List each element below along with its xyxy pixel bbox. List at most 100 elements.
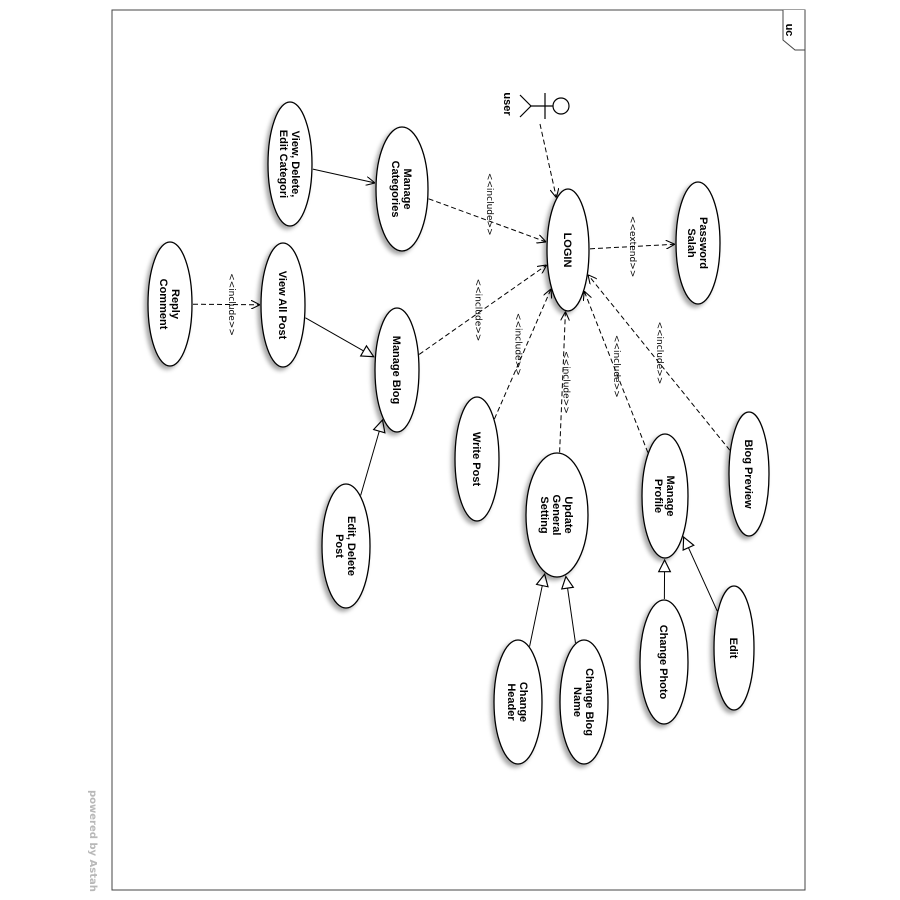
use-case-ellipse xyxy=(728,411,770,537)
use-case-label-line: Name xyxy=(571,687,583,717)
use-case-manage-categories[interactable]: ManageCategories xyxy=(375,126,429,252)
stereotype-label: <<include>> xyxy=(226,273,236,336)
use-case-label: ReplyComment xyxy=(157,279,181,330)
actor-leg-icon xyxy=(519,105,532,118)
relation-include-manage_blog-login xyxy=(418,265,546,355)
astah-watermark: powered by Astah xyxy=(87,790,98,892)
use-case-label-line: Header xyxy=(505,683,517,721)
use-case-write-post[interactable]: Write Post xyxy=(454,396,500,522)
use-case-ellipse xyxy=(641,433,689,559)
frame-tag-box xyxy=(782,10,806,51)
use-case-manage-profile[interactable]: ManageProfile xyxy=(641,433,689,559)
use-case-ellipse xyxy=(454,396,500,522)
use-case-change-header[interactable]: ChangeHeader xyxy=(493,639,543,765)
stereotype-label: <<include>> xyxy=(484,173,494,236)
stereotype-label: <<include>> xyxy=(654,321,664,384)
use-case-ellipse xyxy=(675,181,721,305)
use-case-manage-blog[interactable]: Manage Blog xyxy=(374,307,420,433)
stereotype-label: <<extend>> xyxy=(627,216,637,277)
relation-include-manage_profile-login xyxy=(585,292,649,453)
use-case-label-line: Comment xyxy=(157,279,169,330)
actor-user[interactable]: user xyxy=(501,92,570,119)
use-case-label: Edit xyxy=(727,638,739,659)
use-case-label-line: Salah xyxy=(685,228,697,258)
frame-tag: uc xyxy=(783,24,795,37)
use-case-label-line: Change Blog xyxy=(583,668,595,736)
use-case-label-line: LOGIN xyxy=(561,233,573,268)
use-case-view-delete[interactable]: View, Delete,Edit Categori xyxy=(267,101,313,227)
relation-include-blog_preview-login xyxy=(589,275,731,451)
use-case-edit[interactable]: Edit xyxy=(713,585,755,711)
use-case-label-line: Profile xyxy=(652,479,664,513)
stereotype-label: <<include>> xyxy=(513,313,523,376)
actor-head-icon xyxy=(552,97,570,115)
relation-include-reply_comment-view_all_post xyxy=(192,304,259,305)
stereotype-label: <<include>> xyxy=(473,279,483,342)
use-case-label-line: Edit, Delete xyxy=(345,516,357,576)
use-case-label: LOGIN xyxy=(561,233,573,268)
use-case-ellipse xyxy=(713,585,755,711)
use-case-label-line: View All Post xyxy=(276,271,288,340)
use-case-edit-delete-post[interactable]: Edit, DeletePost xyxy=(321,483,371,609)
nodes-layer: LOGIN PasswordSalahManageCategoriesView, … xyxy=(147,92,770,765)
use-case-change-blog-name[interactable]: Change BlogName xyxy=(559,639,609,765)
use-case-label: UpdateGeneralSetting xyxy=(538,495,574,536)
use-case-label-line: Post xyxy=(333,534,345,558)
use-case-update-general[interactable]: UpdateGeneralSetting xyxy=(525,452,589,578)
use-case-label: ManageProfile xyxy=(652,476,676,517)
relation-include-update_general-login xyxy=(559,313,566,453)
use-case-label-line: Blog Preview xyxy=(742,439,754,509)
use-case-label-line: Update xyxy=(562,496,574,533)
use-case-label: View, Delete,Edit Categori xyxy=(277,130,301,198)
relation-generalization-change_blog_name-update_general xyxy=(566,577,576,643)
use-case-ellipse xyxy=(267,101,313,227)
use-case-label-line: Categories xyxy=(389,161,401,218)
relation-association-view_delete-manage_categories xyxy=(312,168,374,183)
use-case-label-line: Setting xyxy=(538,496,550,533)
use-case-label-line: Change xyxy=(517,682,529,722)
use-case-ellipse xyxy=(559,639,609,765)
use-case-ellipse xyxy=(374,307,420,433)
relation-extend-login-password xyxy=(589,244,674,250)
relation-association-user-login xyxy=(539,123,556,197)
use-case-label-line: Reply xyxy=(169,289,181,320)
use-case-label-line: Write Post xyxy=(470,432,482,487)
use-case-ellipse xyxy=(525,452,589,578)
relation-generalization-view_all_post-manage_blog xyxy=(305,317,373,357)
use-case-label-line: Manage xyxy=(401,169,413,210)
relation-generalization-edit-manage_profile xyxy=(684,537,718,612)
use-case-label-line: Edit xyxy=(727,638,739,659)
stereotype-label: <<include>> xyxy=(561,351,571,414)
use-case-ellipse xyxy=(375,126,429,252)
use-case-label: Change Photo xyxy=(657,625,669,700)
use-case-reply-comment[interactable]: ReplyComment xyxy=(147,241,193,367)
use-case-label: ChangeHeader xyxy=(505,682,529,722)
relation-generalization-change_header-update_general xyxy=(529,574,545,647)
use-case-change-photo[interactable]: Change Photo xyxy=(639,599,689,725)
relations-layer: <<extend>> <<include>> <<include>> <<includ… xyxy=(192,123,731,647)
use-case-label: PasswordSalah xyxy=(685,217,709,269)
use-case-label: Blog Preview xyxy=(742,439,754,509)
actor-label: user xyxy=(501,92,513,116)
use-case-label: Write Post xyxy=(470,432,482,487)
use-case-label-line: Edit Categori xyxy=(277,130,289,198)
use-case-ellipse xyxy=(546,188,590,312)
use-case-label-line: General xyxy=(550,495,562,536)
use-case-label-line: Manage xyxy=(664,476,676,517)
use-case-login[interactable]: LOGIN xyxy=(546,188,590,312)
use-case-view-all-post[interactable]: View All Post xyxy=(260,242,306,368)
use-case-label: ManageCategories xyxy=(389,161,413,218)
use-case-label: Manage Blog xyxy=(390,336,402,404)
use-case-label: Change BlogName xyxy=(571,668,595,736)
use-case-label: Edit, DeletePost xyxy=(333,516,357,576)
actor-leg-icon xyxy=(519,94,532,107)
use-case-label-line: Change Photo xyxy=(657,625,669,700)
use-case-blog-preview[interactable]: Blog Preview xyxy=(728,411,770,537)
use-case-ellipse xyxy=(493,639,543,765)
use-case-label-line: Password xyxy=(697,217,709,269)
use-case-password[interactable]: PasswordSalah xyxy=(675,181,721,305)
relation-generalization-edit_delete_post-manage_blog xyxy=(360,420,383,496)
use-case-label-line: View, Delete, xyxy=(289,131,301,198)
stereotype-label: <<include>> xyxy=(611,335,621,398)
